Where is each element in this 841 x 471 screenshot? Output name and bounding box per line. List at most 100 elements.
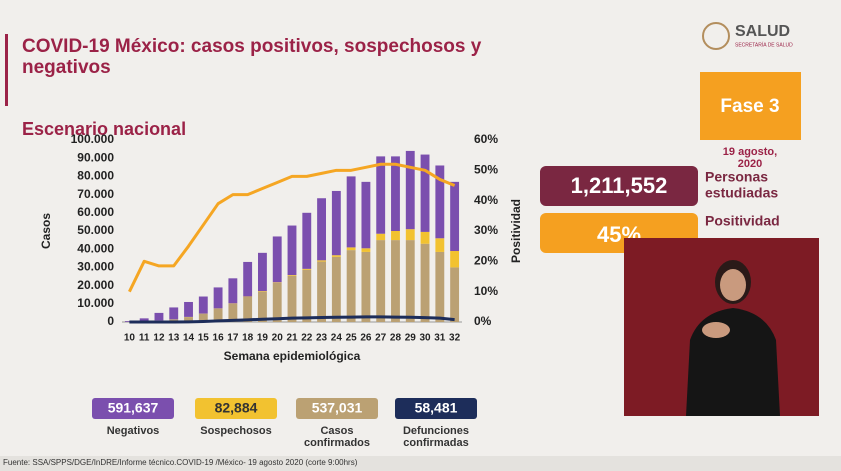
x-tick-label: 22 xyxy=(301,333,313,344)
bar xyxy=(376,233,386,241)
people-box xyxy=(540,166,698,206)
bar xyxy=(405,229,415,241)
line xyxy=(129,315,455,324)
bar xyxy=(405,240,415,322)
bar xyxy=(302,268,312,270)
y2-tick-label: 20% xyxy=(474,254,498,268)
total-box xyxy=(296,398,378,419)
bar xyxy=(435,238,445,252)
bar xyxy=(287,225,297,276)
date: 19 agosto, xyxy=(723,146,777,158)
x-tick-label: 16 xyxy=(213,333,225,344)
x-axis-label: Semana epidemiológica xyxy=(224,349,361,363)
x-tick-label: 29 xyxy=(405,333,417,344)
total-label: Defunciones xyxy=(403,425,469,437)
bar xyxy=(124,321,134,322)
phase: Fase 3 xyxy=(720,96,779,117)
bar xyxy=(154,312,164,321)
bar xyxy=(272,282,282,322)
y-tick-label: 80.000 xyxy=(77,169,114,183)
bar xyxy=(302,269,312,322)
x-tick-label: 31 xyxy=(434,333,446,344)
footer: Fuente: SSA/SPPS/DGE/InDRE/Informe técni… xyxy=(3,458,358,467)
y2-axis-label: Positividad xyxy=(509,199,523,263)
bar xyxy=(376,156,386,234)
bar xyxy=(258,291,267,292)
total-label: confirmadas xyxy=(403,437,468,449)
bar xyxy=(243,261,253,297)
footer-band xyxy=(0,456,841,471)
x-tick-label: 20 xyxy=(272,333,284,344)
bar xyxy=(361,251,371,322)
total-value: 591,637 xyxy=(108,400,159,416)
x-tick-label: 17 xyxy=(227,333,239,344)
y-tick-label: 0 xyxy=(107,314,114,328)
bar xyxy=(272,236,282,283)
bar xyxy=(198,296,208,314)
accent-bar xyxy=(5,34,8,106)
total-value: 82,884 xyxy=(215,400,258,416)
x-tick-label: 23 xyxy=(316,333,328,344)
bar xyxy=(228,303,238,322)
y-tick-label: 70.000 xyxy=(77,187,114,201)
y-tick-label: 50.000 xyxy=(77,223,114,237)
y-axis-label: Casos xyxy=(39,213,53,249)
bar xyxy=(287,275,297,322)
bar xyxy=(184,301,193,317)
bar xyxy=(184,317,193,322)
bar xyxy=(331,256,341,322)
y2-tick-label: 10% xyxy=(474,284,498,298)
bar xyxy=(376,240,386,322)
bar xyxy=(391,156,400,231)
bar xyxy=(302,212,312,269)
total-value: 537,031 xyxy=(312,400,363,416)
bar xyxy=(317,198,326,261)
x-tick-label: 27 xyxy=(375,333,387,344)
total-value: 58,481 xyxy=(415,400,458,416)
interpreter-body xyxy=(686,308,780,416)
bar xyxy=(391,231,400,241)
total-box xyxy=(92,398,174,419)
bar xyxy=(317,260,326,262)
bar xyxy=(169,307,179,320)
bar xyxy=(228,278,238,304)
bar xyxy=(420,243,430,322)
interpreter-hands xyxy=(702,322,730,338)
x-tick-label: 32 xyxy=(449,333,461,344)
x-tick-label: 19 xyxy=(257,333,269,344)
logo-sub: SECRETARÍA DE SALUD xyxy=(735,41,793,48)
bar xyxy=(420,154,430,232)
y-tick-label: 30.000 xyxy=(77,260,114,274)
bar xyxy=(450,267,460,322)
title: negativos xyxy=(22,57,111,78)
y-tick-label: 40.000 xyxy=(77,241,114,255)
date: 2020 xyxy=(738,158,762,170)
bar xyxy=(450,251,460,268)
bar xyxy=(331,190,341,256)
y2-tick-label: 30% xyxy=(474,223,498,237)
phase-box xyxy=(700,72,801,140)
logo-emblem xyxy=(702,22,730,50)
bar xyxy=(139,318,149,322)
totals: 591,637 Negativos 82,884 Sospechosos 537,031… xyxy=(92,398,477,449)
x-tick-label: 25 xyxy=(346,333,358,344)
subtitle: Escenario nacional xyxy=(22,119,186,139)
x-tick-label: 24 xyxy=(331,333,343,344)
y-tick-label: 20.000 xyxy=(77,278,114,292)
x-tick-label: 15 xyxy=(198,333,210,344)
total-label: confirmados xyxy=(304,437,370,449)
x-tick-label: 30 xyxy=(419,333,431,344)
logo: SALUD xyxy=(735,23,790,40)
y-tick-label: 100.000 xyxy=(71,132,115,146)
y2-tick-label: 0% xyxy=(474,314,492,328)
bar xyxy=(435,165,445,239)
y2-tick-label: 50% xyxy=(474,163,498,177)
x-tick-label: 21 xyxy=(286,333,298,344)
interpreter-face xyxy=(720,269,746,301)
x-tick-label: 12 xyxy=(153,333,165,344)
bar xyxy=(435,251,445,322)
title: COVID-19 México: casos positivos, sospec… xyxy=(22,36,482,57)
bar xyxy=(361,181,371,249)
bar xyxy=(420,231,430,244)
people: 1,211,552 xyxy=(571,173,668,198)
